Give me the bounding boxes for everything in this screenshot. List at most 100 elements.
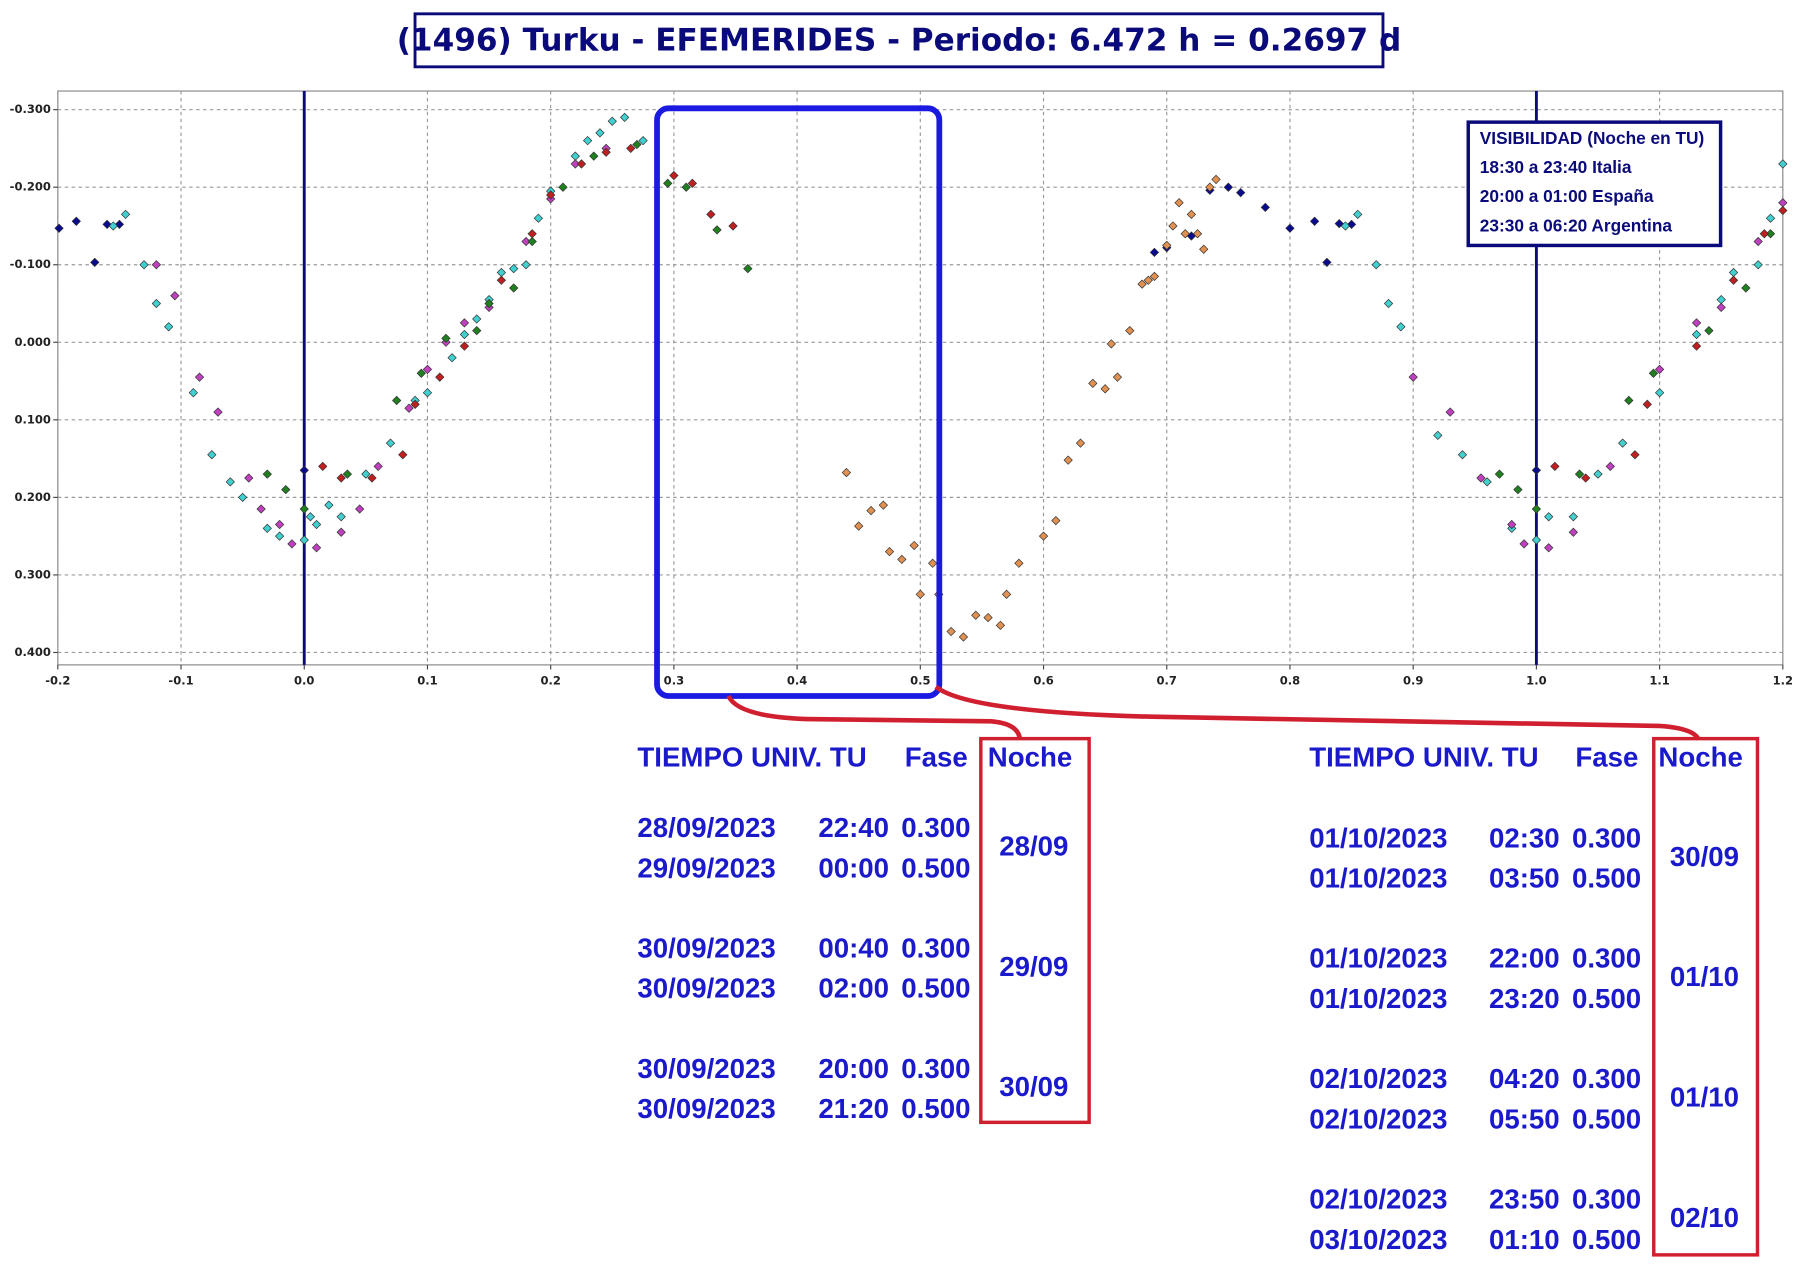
x-tick-label: 0.3 [664, 674, 684, 688]
connector [726, 694, 1023, 741]
data-point [305, 512, 316, 522]
visibility-box [1466, 120, 1723, 248]
data-point [1778, 205, 1788, 216]
data-point [1581, 473, 1591, 483]
grid: -0.2 -0.1 0.0 0.1 0.2 0.3 0.4 0.5 0.6 0.7 0.8 0.9 1.… [10, 91, 1793, 688]
data-point [728, 221, 738, 231]
data-point [416, 368, 426, 378]
data-point [663, 178, 673, 188]
data-point [459, 341, 470, 351]
data-point [546, 190, 556, 200]
table-cell: 0.500 [901, 973, 970, 1004]
data-point [151, 298, 162, 309]
data-point [1125, 326, 1135, 336]
data-point [866, 505, 876, 516]
data-point [274, 519, 285, 530]
table-header: TIEMPO UNIV. TU [637, 742, 866, 773]
data-point [884, 547, 895, 557]
data-point [706, 209, 716, 219]
data-point [1494, 469, 1505, 479]
data-point [151, 260, 162, 270]
data-point [262, 469, 272, 479]
data-point [447, 353, 457, 363]
data-point [687, 178, 698, 188]
data-point [1544, 512, 1554, 522]
x-tick-label: 0.8 [1280, 674, 1300, 688]
data-point [1704, 326, 1714, 336]
table-cell: 0.500 [1572, 1103, 1641, 1134]
table-cell: 0.500 [1572, 1224, 1641, 1255]
data-point [909, 540, 919, 551]
x-tick-label: 0.1 [417, 674, 437, 688]
data-point [1001, 589, 1012, 599]
data-point [213, 407, 223, 417]
data-point [1691, 329, 1702, 340]
noche-cell: 30/09 [1670, 841, 1739, 872]
data-point [1716, 302, 1726, 313]
data-point [576, 159, 587, 169]
data-point [1531, 535, 1542, 545]
table-cell: 04:20 [1489, 1063, 1560, 1094]
data-point [1550, 461, 1560, 471]
data-point [995, 620, 1006, 630]
data-point [1174, 198, 1184, 208]
table-cell: 28/09/2023 [637, 812, 775, 843]
noche-box [1652, 736, 1760, 1257]
data-point [1137, 279, 1147, 289]
data-point [1383, 298, 1394, 309]
data-point [385, 438, 396, 448]
visibility-line: 23:30 a 06:20 Argentina [1480, 216, 1673, 236]
data-point [71, 216, 81, 226]
data-point [373, 461, 383, 471]
data-point [619, 112, 630, 123]
table-cell: 0.300 [901, 812, 970, 843]
x-tick-label: 1.0 [1526, 674, 1546, 688]
data-point [244, 473, 254, 483]
table-cell: 20:00 [818, 1053, 889, 1084]
data-point [1396, 322, 1406, 332]
data-point [1568, 512, 1578, 522]
data-point [422, 388, 433, 398]
data-point [1691, 341, 1702, 351]
data-point [1778, 159, 1788, 169]
table-header: Fase [1575, 742, 1638, 773]
data-point [367, 473, 377, 483]
data-point [570, 159, 580, 169]
data-point [441, 333, 451, 344]
data-point [496, 275, 507, 285]
data-point [1753, 236, 1763, 247]
table-cell: 0.500 [901, 1093, 970, 1124]
data-point [108, 221, 118, 231]
data-point [299, 465, 309, 475]
data-point [533, 213, 543, 223]
highlight-box [654, 105, 943, 699]
data-point [1162, 240, 1172, 250]
table-header: TIEMPO UNIV. TU [1309, 742, 1538, 773]
table-cell: 0.300 [1572, 822, 1641, 853]
data-point [484, 298, 494, 309]
data-point [1309, 216, 1320, 226]
data-point [1346, 219, 1357, 230]
data-point [1100, 384, 1110, 394]
chart-title: (1496) Turku - EFEMERIDES - Periodo: 6.4… [397, 22, 1402, 58]
data-point [1765, 229, 1776, 239]
data-point [1568, 527, 1578, 537]
data-point [472, 326, 482, 336]
data-point [336, 527, 346, 537]
table-cell: 00:40 [818, 932, 889, 963]
data-point [1192, 229, 1203, 239]
visibility-title: VISIBILIDAD (Noche en TU) [1480, 128, 1704, 148]
data-point [878, 500, 888, 510]
data-point [1199, 244, 1209, 254]
data-point [527, 236, 537, 247]
y-tick-label: -0.200 [10, 180, 51, 194]
x-tick-label: 0.0 [294, 674, 314, 688]
table-header: Fase [905, 742, 968, 773]
data-point [1149, 247, 1160, 257]
marks [54, 112, 1788, 642]
y-tick-label: 0.200 [14, 490, 50, 504]
x-tick-label: 0.5 [910, 674, 930, 688]
data-point [336, 473, 346, 483]
